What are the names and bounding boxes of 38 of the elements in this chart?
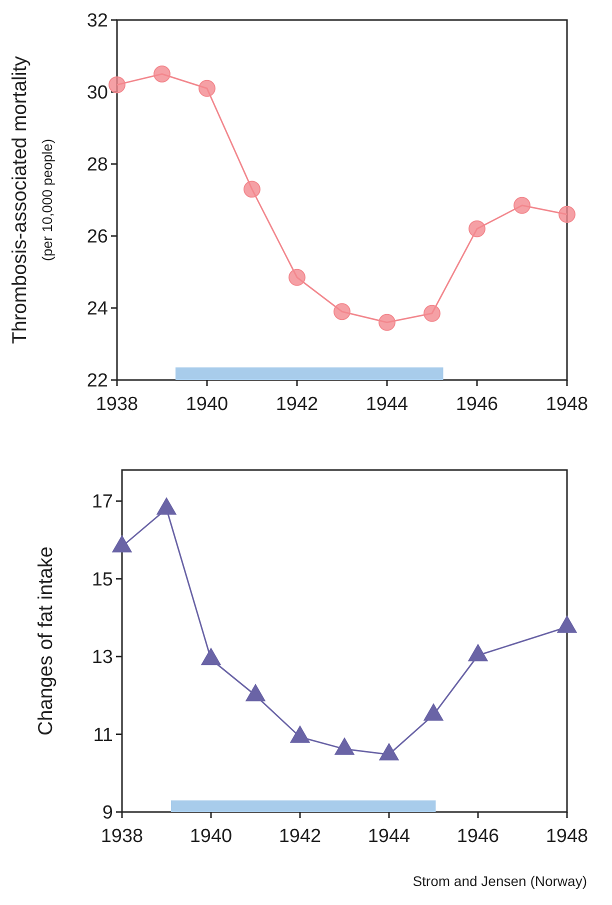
y-axis-title: Changes of fat intake [35, 546, 57, 736]
point [378, 314, 396, 331]
x-tick-label: 1946 [456, 826, 500, 847]
y-axis-title: Thrombosis-associated mortality [9, 56, 31, 344]
point [558, 206, 576, 223]
point [244, 180, 260, 198]
x-tick-label: 1940 [190, 826, 232, 847]
x-tick-label: 1942 [276, 394, 318, 415]
y-tick-label: 17 [92, 492, 113, 513]
x-tick-label: 1938 [96, 394, 138, 415]
text: (per 10,000 people) [39, 138, 55, 262]
y-tick-label: 9 [102, 802, 113, 824]
y-tick-label: 28 [86, 154, 108, 176]
y-tick-label: 30 [86, 82, 108, 104]
y-tick-label: 15 [92, 569, 113, 590]
x-tick-label: 1938 [100, 826, 144, 847]
point [468, 220, 486, 238]
y-tick-label: 22 [86, 370, 108, 392]
x-tick-label: 1940 [186, 394, 228, 415]
point [514, 196, 530, 214]
text: Strom and Jensen (Norway) [412, 873, 587, 889]
x-tick-label: 1948 [546, 826, 588, 847]
y-tick-label: 13 [92, 647, 113, 668]
point [334, 303, 350, 320]
x-tick-label: 1944 [368, 826, 411, 847]
y-tick-label: 11 [93, 724, 113, 746]
x-tick-label: 1942 [278, 826, 322, 847]
x-tick-label: 1948 [546, 394, 588, 415]
point [198, 80, 216, 97]
y-tick-label: 26 [86, 226, 108, 248]
point [154, 66, 170, 82]
y-tick-label: 32 [86, 10, 108, 32]
point [108, 76, 126, 94]
x-tick-label: 1946 [456, 394, 498, 415]
point [288, 268, 306, 286]
point [424, 304, 440, 322]
x-tick-label: 1944 [366, 394, 409, 415]
y-tick-label: 24 [86, 298, 108, 320]
